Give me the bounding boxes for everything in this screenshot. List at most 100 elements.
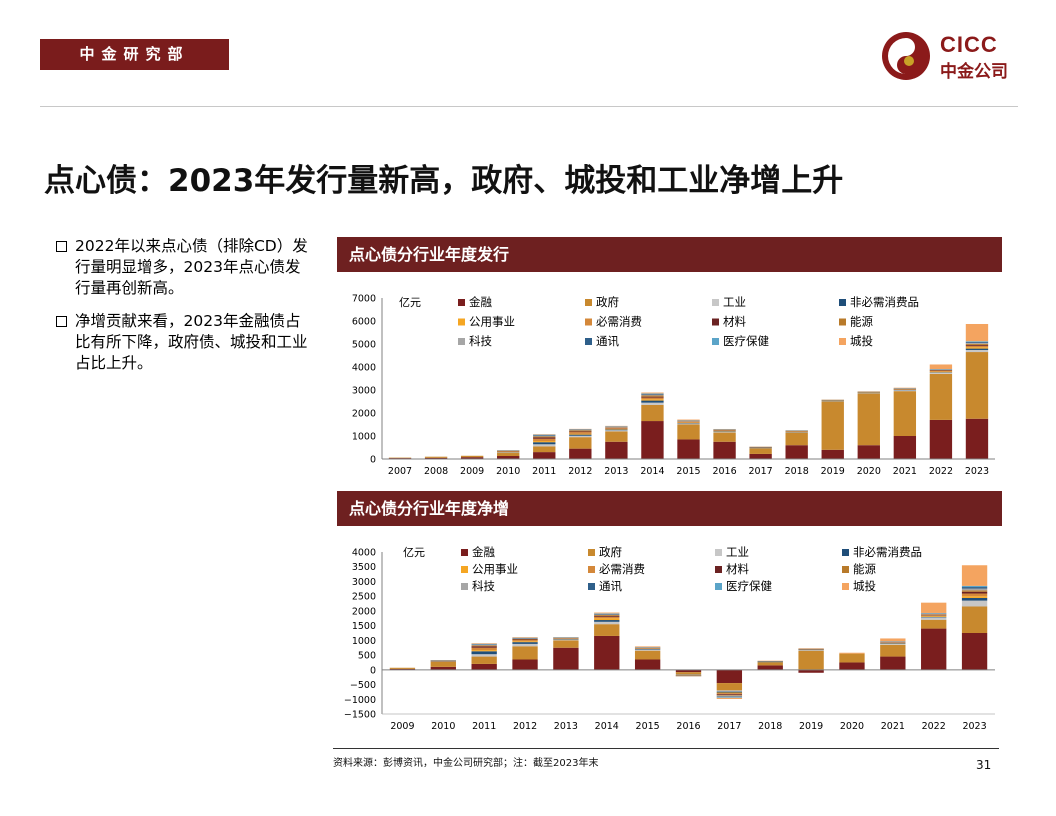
- page-title: 点心债：2023年发行量新高，政府、城投和工业净增上升: [44, 163, 844, 199]
- y-tick-label: 2000: [352, 606, 376, 617]
- bar-segment: [965, 348, 989, 350]
- legend-swatch: [839, 318, 846, 326]
- bar-segment: [677, 439, 700, 459]
- bullet-text: 2022年以来点心债（排除CD）发行量明显增多，2023年点心债发行量再创新高。: [75, 237, 308, 297]
- bar-segment: [424, 456, 448, 458]
- bar-segment: [675, 672, 702, 675]
- legend-swatch: [839, 338, 846, 345]
- x-tick-label: 2013: [554, 721, 578, 732]
- bar-segment: [533, 444, 556, 447]
- bar-segment: [929, 372, 953, 374]
- unit-label: 亿元: [399, 296, 421, 309]
- legend-swatch: [458, 299, 465, 306]
- bar-segment: [594, 620, 620, 622]
- square-bullet-icon: [56, 241, 67, 252]
- bar-segment: [533, 446, 556, 453]
- legend-entry: 通讯: [596, 334, 619, 348]
- legend-swatch: [715, 566, 722, 573]
- bar-segment: [713, 431, 736, 433]
- bar-segment: [471, 646, 497, 648]
- bar-segment: [594, 624, 620, 636]
- bar-segment: [921, 602, 947, 613]
- x-tick-label: 2014: [640, 466, 664, 477]
- bar-segment: [634, 648, 661, 650]
- bar-segment: [785, 445, 808, 459]
- bar-segment: [965, 342, 989, 344]
- x-tick-label: 2012: [513, 721, 537, 732]
- bar-segment: [921, 628, 947, 670]
- legend-swatch: [585, 338, 592, 345]
- legend-entry: 医疗保健: [723, 334, 769, 348]
- bar-segment: [798, 650, 824, 670]
- legend-swatch: [839, 299, 846, 306]
- bar-segment: [961, 590, 988, 592]
- legend-swatch: [461, 566, 468, 573]
- x-tick-label: 2010: [496, 466, 520, 477]
- bar-segment: [757, 662, 783, 666]
- bar-segment: [965, 347, 989, 349]
- legend-entry: 公用事业: [469, 315, 515, 329]
- y-tick-label: 4000: [352, 548, 376, 559]
- bar-segment: [757, 665, 783, 670]
- x-tick-label: 2017: [749, 466, 773, 477]
- bar-segment: [965, 344, 989, 346]
- bar-segment: [839, 653, 865, 663]
- x-tick-label: 2018: [785, 466, 809, 477]
- y-tick-label: 3000: [352, 577, 376, 588]
- bar-segment: [533, 436, 556, 438]
- bar-segment: [533, 441, 556, 443]
- bar-segment: [921, 616, 947, 618]
- x-tick-label: 2019: [799, 721, 823, 732]
- bar-segment: [961, 591, 988, 594]
- bar-segment: [749, 448, 772, 454]
- legend-swatch: [588, 566, 595, 573]
- x-tick-label: 2011: [472, 721, 496, 732]
- bar-segment: [512, 642, 538, 644]
- bar-segment: [471, 654, 497, 657]
- x-tick-label: 2015: [636, 721, 660, 732]
- bar-segment: [716, 683, 743, 691]
- legend-entry: 政府: [599, 545, 622, 559]
- bar-segment: [497, 456, 520, 459]
- bar-segment: [785, 432, 808, 446]
- x-tick-label: 2016: [676, 721, 700, 732]
- bar-segment: [921, 615, 947, 617]
- bar-segment: [512, 640, 538, 642]
- legend-entry: 城投: [850, 334, 873, 348]
- legend-swatch: [712, 299, 719, 306]
- bar-segment: [893, 391, 917, 436]
- bar-segment: [929, 419, 953, 459]
- bar-segment: [641, 399, 664, 401]
- y-tick-label: 4000: [352, 363, 376, 374]
- bar-segment: [965, 343, 989, 345]
- bar-segment: [569, 430, 592, 432]
- bar-segment: [716, 691, 743, 693]
- bar-segment: [512, 639, 538, 641]
- x-tick-label: 2019: [821, 466, 845, 477]
- bar-segment: [929, 373, 953, 420]
- y-tick-label: 1000: [352, 636, 376, 647]
- bar-segment: [675, 669, 702, 673]
- bar-segment: [893, 436, 917, 459]
- bar-segment: [512, 659, 538, 670]
- bar-segment: [471, 643, 497, 644]
- bar-segment: [389, 667, 416, 669]
- bar-segment: [594, 618, 620, 621]
- bar-segment: [533, 452, 556, 459]
- bar-segment: [713, 441, 736, 459]
- legend-swatch: [588, 583, 595, 590]
- legend-entry: 金融: [472, 545, 495, 559]
- bar-segment: [569, 432, 592, 434]
- x-tick-label: 2020: [857, 466, 881, 477]
- legend-swatch: [842, 549, 849, 556]
- bar-segment: [594, 614, 620, 616]
- bar-segment: [713, 432, 736, 442]
- legend-swatch: [461, 549, 468, 556]
- y-tick-label: 500: [358, 651, 376, 662]
- bar-segment: [594, 635, 620, 670]
- bar-segment: [798, 669, 824, 673]
- bar-segment: [471, 663, 497, 670]
- x-tick-label: 2015: [676, 466, 700, 477]
- x-tick-label: 2010: [431, 721, 455, 732]
- x-tick-label: 2018: [758, 721, 782, 732]
